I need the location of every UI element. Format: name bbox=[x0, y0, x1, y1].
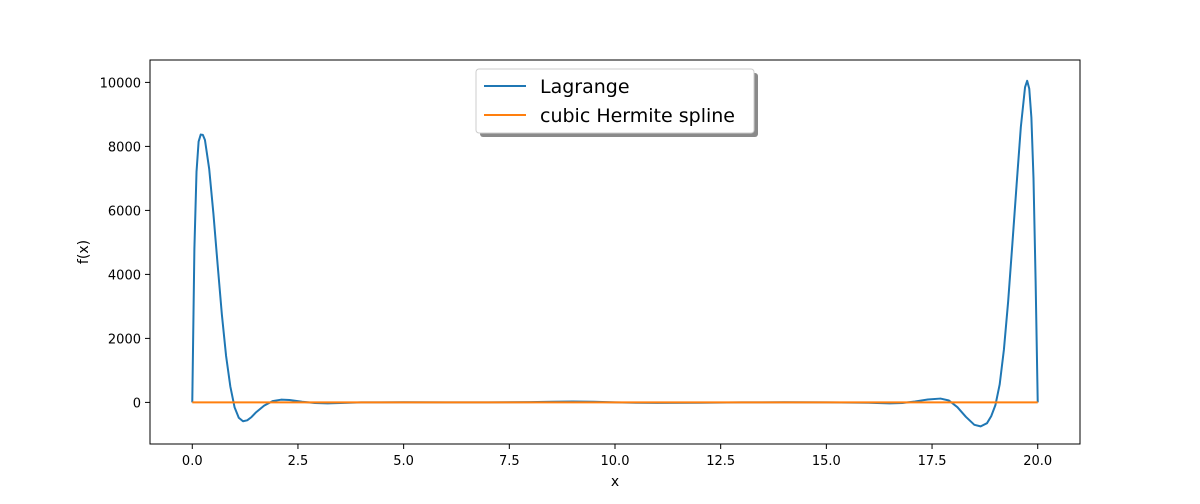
y-tick-label: 4000 bbox=[108, 268, 141, 283]
legend-label-hermite: cubic Hermite spline bbox=[540, 105, 735, 127]
legend-label-lagrange: Lagrange bbox=[540, 76, 630, 98]
x-axis: 0.0 2.5 5.0 7.5 10.0 12.5 15.0 17.5 20.0 bbox=[182, 444, 1052, 469]
x-tick-label: 7.5 bbox=[499, 454, 520, 469]
x-tick-label: 20.0 bbox=[1023, 454, 1052, 469]
series-layer bbox=[191, 79, 1039, 428]
y-tick-label: 2000 bbox=[108, 332, 141, 347]
x-tick-label: 12.5 bbox=[706, 454, 735, 469]
y-tick-label: 6000 bbox=[108, 204, 141, 219]
x-tick-label: 5.0 bbox=[393, 454, 414, 469]
x-tick-label: 2.5 bbox=[288, 454, 309, 469]
y-tick-label: 10000 bbox=[100, 76, 141, 91]
y-tick-label: 8000 bbox=[108, 140, 141, 155]
legend-box bbox=[475, 68, 755, 134]
y-axis-label: f(x) bbox=[76, 240, 92, 264]
y-axis: 0 2000 4000 6000 8000 10000 bbox=[100, 76, 150, 411]
y-tick-label: 0 bbox=[133, 396, 141, 411]
x-tick-label: 17.5 bbox=[918, 454, 947, 469]
x-tick-label: 15.0 bbox=[812, 454, 841, 469]
x-axis-label: x bbox=[611, 474, 619, 490]
legend: Lagrange cubic Hermite spline bbox=[475, 68, 758, 137]
x-tick-label: 10.0 bbox=[601, 454, 630, 469]
x-tick-label: 0.0 bbox=[182, 454, 203, 469]
